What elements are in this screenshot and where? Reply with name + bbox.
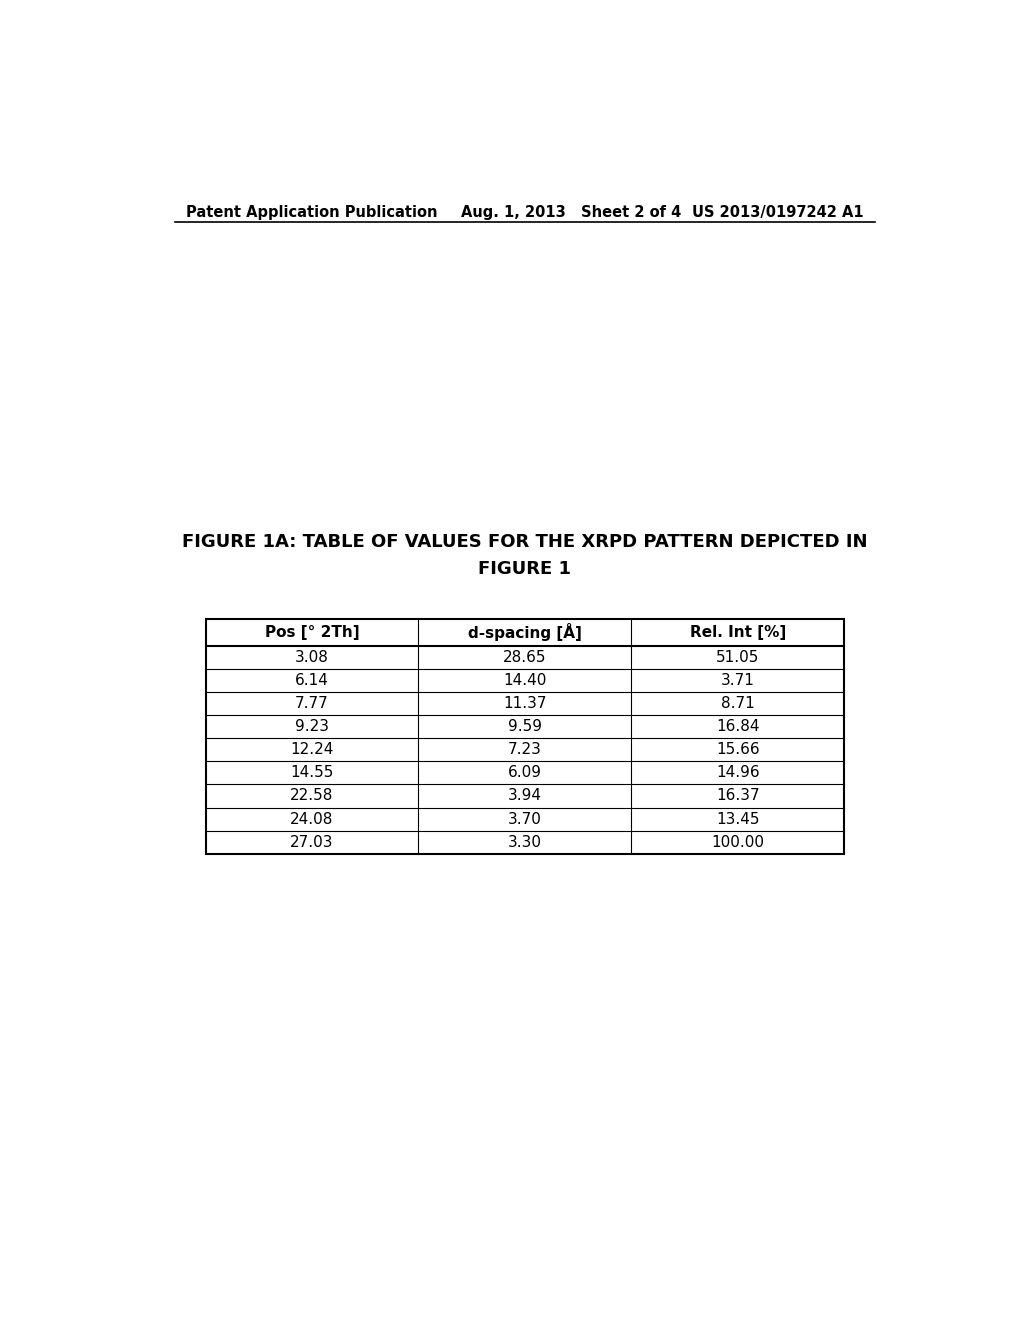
Text: 16.84: 16.84 — [716, 719, 760, 734]
Text: Patent Application Publication: Patent Application Publication — [186, 205, 437, 219]
Text: FIGURE 1: FIGURE 1 — [478, 561, 571, 578]
Text: Aug. 1, 2013   Sheet 2 of 4: Aug. 1, 2013 Sheet 2 of 4 — [461, 205, 682, 219]
Text: 3.71: 3.71 — [721, 673, 755, 688]
Text: 13.45: 13.45 — [716, 812, 760, 826]
Text: 16.37: 16.37 — [716, 788, 760, 804]
Text: FIGURE 1A: TABLE OF VALUES FOR THE XRPD PATTERN DEPICTED IN: FIGURE 1A: TABLE OF VALUES FOR THE XRPD … — [182, 533, 867, 552]
Text: 100.00: 100.00 — [711, 834, 764, 850]
Text: 3.30: 3.30 — [508, 834, 542, 850]
Bar — [206, 619, 844, 854]
Text: 7.23: 7.23 — [508, 742, 542, 758]
Text: 11.37: 11.37 — [503, 696, 547, 711]
Text: Pos [° 2Th]: Pos [° 2Th] — [264, 624, 359, 640]
Text: 14.55: 14.55 — [290, 766, 334, 780]
Text: 3.70: 3.70 — [508, 812, 542, 826]
Text: 3.08: 3.08 — [295, 649, 329, 665]
Text: 24.08: 24.08 — [290, 812, 334, 826]
Text: 6.09: 6.09 — [508, 766, 542, 780]
Text: 28.65: 28.65 — [503, 649, 547, 665]
Text: 22.58: 22.58 — [290, 788, 334, 804]
Text: 9.59: 9.59 — [508, 719, 542, 734]
Text: d-spacing [Å]: d-spacing [Å] — [468, 623, 582, 642]
Text: 9.23: 9.23 — [295, 719, 329, 734]
Text: 8.71: 8.71 — [721, 696, 755, 711]
Text: 51.05: 51.05 — [716, 649, 760, 665]
Text: 3.94: 3.94 — [508, 788, 542, 804]
Text: 12.24: 12.24 — [290, 742, 334, 758]
Text: 15.66: 15.66 — [716, 742, 760, 758]
Text: 14.96: 14.96 — [716, 766, 760, 780]
Text: 27.03: 27.03 — [290, 834, 334, 850]
Text: Rel. Int [%]: Rel. Int [%] — [689, 624, 785, 640]
Text: 14.40: 14.40 — [503, 673, 547, 688]
Text: US 2013/0197242 A1: US 2013/0197242 A1 — [692, 205, 863, 219]
Text: 6.14: 6.14 — [295, 673, 329, 688]
Text: 7.77: 7.77 — [295, 696, 329, 711]
